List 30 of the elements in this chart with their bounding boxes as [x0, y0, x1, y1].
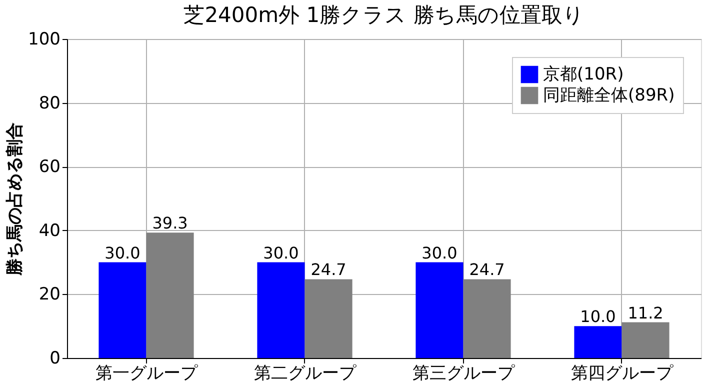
text: 30.0 [422, 243, 458, 262]
x-tick-label: 第四グループ [570, 364, 674, 384]
y-tick-label: 40 [38, 220, 60, 241]
text: 10.0 [580, 307, 616, 326]
x-tick-label: 第三グループ [412, 364, 516, 384]
bar [463, 279, 511, 358]
legend-label: 同距離全体(89R) [543, 86, 675, 106]
bar [622, 322, 670, 358]
bar [257, 262, 305, 358]
bar [304, 279, 352, 358]
text: 11.2 [628, 303, 664, 322]
y-tick-label: 20 [38, 284, 60, 305]
text: 30.0 [104, 243, 140, 262]
text: 24.7 [310, 260, 346, 280]
legend-label: 京都(10R) [543, 64, 624, 84]
y-tick-label: 100 [28, 30, 60, 50]
y-tick-label: 80 [38, 93, 60, 114]
text: 24.7 [469, 260, 505, 280]
bar [146, 232, 194, 358]
y-tick-label: 60 [38, 157, 60, 178]
x-tick-label: 第一グループ [95, 364, 198, 384]
y-axis-title: 勝ち馬の占める割合 [5, 122, 26, 276]
bar [574, 326, 622, 358]
bar [98, 262, 146, 358]
text: 30.0 [263, 243, 299, 262]
y-tick-label: 0 [50, 348, 60, 368]
text: 39.3 [152, 214, 188, 233]
chart-title: 芝2400m外 1勝クラス 勝ち馬の位置取り [184, 3, 584, 27]
bar [416, 262, 464, 358]
x-tick-label: 第二グループ [254, 364, 357, 384]
